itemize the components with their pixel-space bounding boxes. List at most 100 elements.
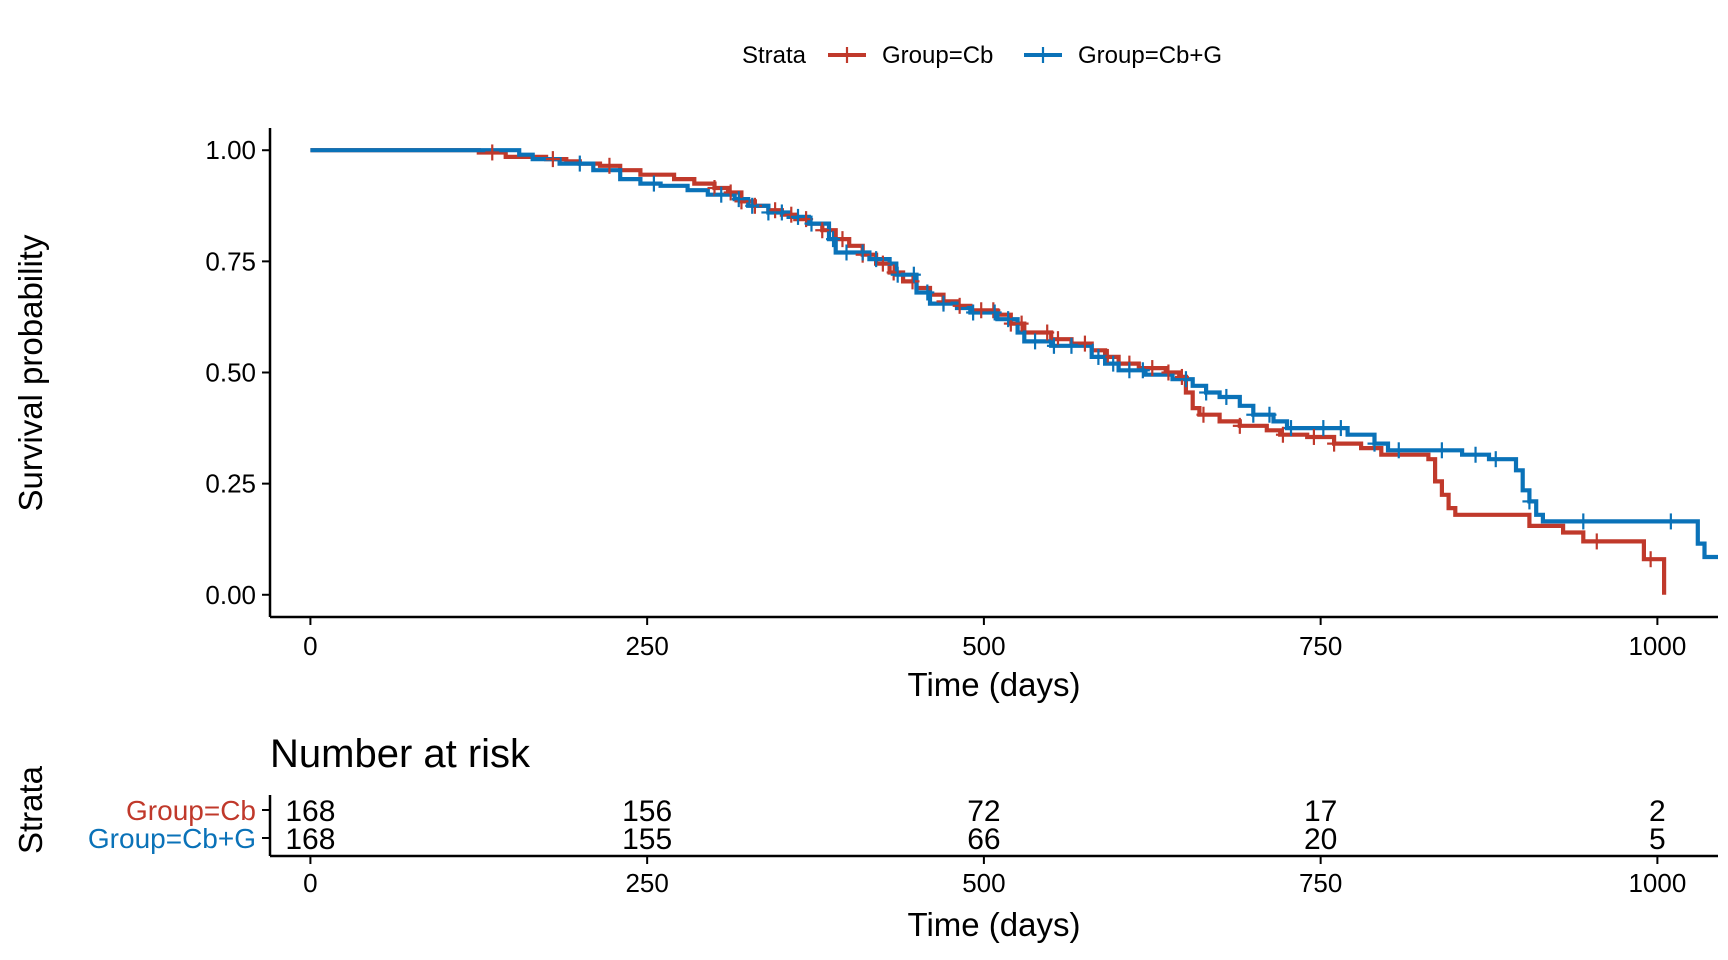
risk-x-tick-label: 250 [625, 868, 668, 898]
censor-mark [1040, 324, 1055, 341]
risk-table-title: Number at risk [270, 732, 531, 776]
censor-mark [761, 204, 776, 221]
censor-mark [839, 244, 854, 261]
censor-mark [1219, 388, 1234, 405]
censor-mark [1246, 406, 1261, 423]
censor-mark [855, 244, 870, 261]
censor-mark [602, 157, 617, 174]
censor-mark [1232, 417, 1247, 434]
censor-mark [890, 266, 905, 283]
censor-mark [1178, 371, 1193, 388]
censor-mark [1284, 420, 1299, 437]
censor-mark [1468, 446, 1483, 463]
censor-mark [1434, 442, 1449, 459]
censor-mark [734, 193, 749, 210]
risk-table-y-title: Strata [12, 765, 49, 854]
censor-mark [826, 231, 841, 248]
censor-mark [1275, 426, 1290, 443]
risk-count: 155 [622, 823, 672, 856]
censor-mark [987, 304, 1002, 321]
censor-mark [714, 186, 729, 203]
censor-mark [906, 266, 921, 283]
censor-mark [1199, 384, 1214, 401]
legend-entry-1: Group=Cb [828, 42, 993, 69]
y-tick-label: 0.75 [205, 246, 256, 276]
censor-mark [1046, 337, 1061, 354]
censor-mark [646, 175, 661, 192]
censor-mark [1306, 428, 1321, 445]
censor-mark [1262, 406, 1277, 423]
censor-mark [1106, 355, 1121, 372]
x-tick-label: 0 [303, 631, 317, 661]
censor-mark [869, 251, 884, 268]
censor-mark [774, 204, 789, 221]
risk-x-tick-label: 0 [303, 868, 317, 898]
censor-mark [804, 215, 819, 232]
risk-count: 5 [1649, 823, 1666, 856]
censor-mark [1135, 362, 1150, 379]
censor-mark [545, 151, 560, 168]
survival-curve-2 [310, 148, 1718, 560]
censor-mark [1014, 315, 1029, 332]
censor-mark [936, 295, 951, 312]
x-tick-label: 500 [962, 631, 1005, 661]
legend-entry-2: Group=Cb+G [1024, 42, 1222, 69]
censor-mark [1663, 513, 1678, 530]
censor-mark [1077, 335, 1092, 352]
censor-mark [768, 202, 783, 219]
censor-mark [1367, 435, 1382, 452]
censor-mark [1333, 420, 1348, 437]
censor-mark [952, 297, 967, 314]
legend-label: Group=Cb [882, 42, 993, 69]
censor-mark [784, 206, 799, 223]
x-axis-title: Time (days) [908, 666, 1081, 703]
censor-mark [1122, 362, 1137, 379]
censor-mark [986, 302, 1001, 319]
risk-count: 168 [285, 795, 335, 828]
y-tick-label: 0.00 [205, 580, 256, 610]
censor-mark [966, 304, 981, 321]
censor-mark [731, 191, 746, 208]
risk-x-axis-title: Time (days) [908, 906, 1081, 943]
risk-count: 156 [622, 795, 672, 828]
censor-mark [1488, 451, 1503, 468]
risk-count: 17 [1304, 795, 1337, 828]
survival-curve-1 [310, 148, 1667, 595]
censor-mark [1391, 442, 1406, 459]
risk-x-tick-label: 500 [962, 868, 1005, 898]
risk-x-tick-label: 750 [1299, 868, 1342, 898]
risk-count: 20 [1304, 823, 1337, 856]
risk-count: 2 [1649, 795, 1666, 828]
risk-x-tick-label: 1000 [1628, 868, 1686, 898]
censor-mark [723, 184, 738, 201]
censor-mark [1001, 311, 1016, 328]
y-tick-label: 0.50 [205, 358, 256, 388]
risk-row-label: Group=Cb+G [88, 823, 256, 854]
survival-plot: 0.00 0.25 0.50 0.75 1.00 0 250 500 750 1000 Survi… [12, 128, 1718, 703]
legend: Strata Group=Cb Group=Cb+G [742, 42, 1222, 69]
censor-mark [1589, 533, 1604, 550]
censor-mark [1196, 406, 1211, 423]
censor-mark [815, 222, 830, 239]
y-tick-label: 1.00 [205, 135, 256, 165]
censor-mark [1028, 333, 1043, 350]
censor-mark [1064, 337, 1079, 354]
censor-mark [1576, 513, 1591, 530]
censor-mark [1316, 420, 1331, 437]
censor-mark [1145, 360, 1160, 377]
censor-mark [745, 197, 760, 214]
risk-count: 168 [285, 823, 335, 856]
censor-mark [485, 144, 500, 161]
censor-mark [1161, 364, 1176, 381]
legend-label: Group=Cb+G [1078, 42, 1222, 69]
censor-mark [707, 180, 722, 197]
y-axis-title: Survival probability [12, 234, 49, 511]
risk-row-label: Group=Cb [126, 795, 256, 826]
censor-mark [791, 208, 806, 225]
y-tick-label: 0.25 [205, 469, 256, 499]
censor-mark [1643, 551, 1658, 568]
censor-mark [572, 155, 587, 172]
legend-title: Strata [742, 42, 807, 69]
censor-mark [905, 273, 920, 290]
